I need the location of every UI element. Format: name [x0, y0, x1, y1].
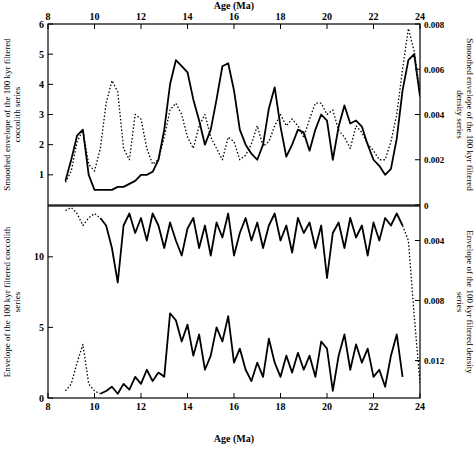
series-group: [65, 208, 420, 394]
y2-tick-label: 0.004: [424, 110, 445, 120]
x-tick: [94, 393, 95, 398]
y2-tick-label: 0: [424, 201, 429, 211]
y2-tick-label: 0.008: [424, 296, 445, 306]
x-tick: [48, 24, 49, 29]
x-tick-label: 18: [276, 11, 286, 22]
x-tick-label: 22: [369, 401, 379, 412]
y-tick-label: 5: [39, 49, 44, 60]
y2-tick-label: 0.006: [424, 65, 445, 75]
y-tick-label: 6: [39, 19, 44, 30]
x-tick-label: 10: [90, 11, 100, 22]
axis-label: Smoothed envelope of the 100 kyr filtere…: [455, 38, 475, 191]
x-tick-label: 14: [183, 401, 193, 412]
y-tick-label: 2: [39, 139, 44, 150]
solid-line: [65, 54, 420, 190]
y-tick-label: 3: [39, 109, 44, 120]
x-tick: [141, 24, 142, 29]
x-tick: [94, 24, 95, 29]
y2-tick-label: 0.012: [424, 356, 445, 366]
x-tick-label: 16: [229, 11, 239, 22]
x-tick-label: 16: [229, 401, 239, 412]
y2-tick: [415, 159, 420, 160]
x-tick-label: 20: [322, 11, 332, 22]
x-tick-label: 12: [136, 401, 146, 412]
x-tick-label: 8: [46, 401, 51, 412]
solid-line: [100, 214, 402, 283]
x-tick: [373, 24, 374, 29]
y-tick: [48, 24, 53, 25]
y-tick: [48, 144, 53, 145]
axis-label-line: coccolith series: [12, 86, 22, 142]
y-tick-label: 5: [39, 322, 44, 333]
y-tick: [48, 84, 53, 85]
y-tick-label: 4: [39, 79, 44, 90]
y-tick: [48, 256, 53, 257]
plot-frame: [48, 206, 420, 398]
x-tick-label: 8: [46, 11, 51, 22]
x-tick: [327, 24, 328, 29]
axis-label: Smoothed envelope of the 100 kyr filtere…: [2, 38, 22, 191]
y-tick-label: 1: [39, 169, 44, 180]
plot-frame: [48, 24, 420, 205]
x-tick-label: 14: [183, 11, 193, 22]
axis-label: Envelope of the 100 kyr filtered density…: [455, 230, 475, 374]
x-axis-title: Age (Ma): [214, 433, 254, 445]
x-tick: [187, 24, 188, 29]
x-tick: [141, 393, 142, 398]
axis-label-line: density series: [455, 90, 465, 139]
x-axis-title: Age (Ma): [214, 0, 254, 12]
x-tick-label: 20: [322, 401, 332, 412]
y-tick: [48, 174, 53, 175]
series-group: [65, 29, 420, 190]
axis-label: Envelope of the 100 kyr filtered coccoli…: [2, 226, 22, 377]
x-tick: [280, 393, 281, 398]
x-tick-label: 10: [90, 401, 100, 412]
x-tick-label: 12: [136, 11, 146, 22]
x-tick: [48, 393, 49, 398]
x-tick: [234, 393, 235, 398]
y2-tick: [415, 240, 420, 241]
y2-tick: [415, 300, 420, 301]
axis-label-line: series: [455, 292, 465, 313]
y-tick: [48, 54, 53, 55]
x-tick-label: 22: [369, 11, 379, 22]
y-tick-label: 10: [34, 251, 44, 262]
axis-label-line: series: [12, 291, 22, 312]
figure: 81012141618202224Age (Ma)12345600.0020.0…: [0, 0, 476, 462]
x-tick: [280, 24, 281, 29]
y2-tick: [415, 24, 420, 25]
y-tick: [48, 327, 53, 328]
axis-label-line: Smoothed envelope of the 100 kyr filtere…: [465, 38, 475, 191]
x-tick: [420, 24, 421, 29]
axis-label-line: Envelope of the 100 kyr filtered coccoli…: [2, 226, 12, 377]
y2-tick: [415, 114, 420, 115]
panel: 81012141618202224Age (Ma)12345600.0020.0…: [2, 0, 475, 211]
x-tick-label: 18: [276, 401, 286, 412]
x-tick: [420, 393, 421, 398]
y-tick-label: 0: [39, 393, 44, 404]
y2-tick-label: 0.008: [424, 20, 445, 30]
x-tick: [234, 24, 235, 29]
dotted-line: [65, 344, 100, 393]
axis-label-line: Envelope of the 100 kyr filtered density: [465, 230, 475, 374]
y2-tick-label: 0.004: [424, 236, 445, 246]
x-tick: [373, 393, 374, 398]
dotted-line: [65, 29, 420, 183]
axis-label-line: Smoothed envelope of the 100 kyr filtere…: [2, 38, 12, 191]
y-tick: [48, 398, 53, 399]
y2-tick: [415, 205, 420, 206]
solid-line: [100, 313, 402, 393]
panel: 8 10 12 14 16 18 20 22 24 Age (Ma) 0 5 10 0.004 0.008 0…: [2, 206, 475, 445]
x-tick: [187, 393, 188, 398]
x-tick-label: 24: [415, 401, 425, 412]
y-tick: [48, 114, 53, 115]
x-tick: [327, 393, 328, 398]
y2-tick-label: 0.002: [424, 155, 445, 165]
